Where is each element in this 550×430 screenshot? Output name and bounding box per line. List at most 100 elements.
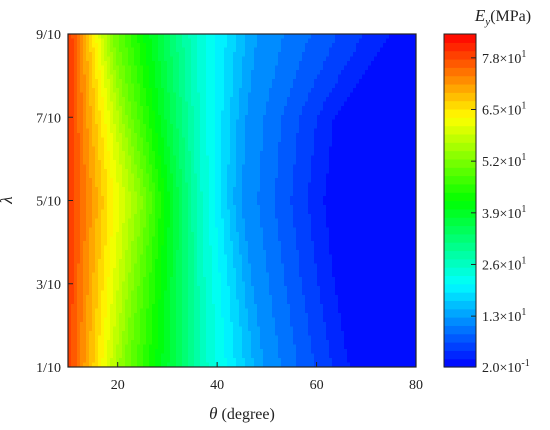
contour-cell bbox=[368, 70, 372, 76]
contour-cell bbox=[359, 214, 363, 220]
contour-cell bbox=[233, 146, 237, 152]
contour-cell bbox=[92, 70, 96, 76]
contour-cell bbox=[374, 70, 378, 76]
contour-cell bbox=[305, 83, 309, 89]
contour-cell bbox=[233, 43, 237, 49]
contour-cell bbox=[413, 196, 416, 202]
contour-cell bbox=[263, 187, 267, 193]
contour-cell bbox=[131, 74, 135, 80]
contour-cell bbox=[278, 200, 282, 206]
contour-cell bbox=[257, 209, 261, 215]
contour-cell bbox=[407, 101, 411, 107]
contour-cell bbox=[302, 92, 306, 98]
contour-cell bbox=[395, 128, 399, 134]
contour-cell bbox=[284, 38, 288, 44]
contour-cell bbox=[272, 101, 276, 107]
contour-cell bbox=[302, 124, 306, 130]
contour-cell bbox=[170, 115, 174, 121]
contour-cell bbox=[242, 191, 246, 197]
contour-cell bbox=[320, 70, 324, 76]
contour-cell bbox=[221, 38, 225, 44]
contour-cell bbox=[323, 34, 327, 40]
contour-cell bbox=[413, 169, 416, 175]
contour-cell bbox=[167, 178, 171, 184]
contour-cell bbox=[176, 218, 180, 224]
contour-cell bbox=[164, 151, 168, 157]
contour-cell bbox=[257, 187, 261, 193]
contour-cell bbox=[107, 83, 111, 89]
contour-cell bbox=[203, 191, 207, 197]
contour-cell bbox=[257, 164, 261, 170]
contour-cell bbox=[206, 178, 210, 184]
contour-cell bbox=[137, 173, 141, 179]
contour-cell bbox=[107, 106, 111, 112]
contour-cell bbox=[341, 209, 345, 215]
contour-cell bbox=[293, 74, 297, 80]
contour-cell bbox=[374, 160, 378, 166]
contour-cell bbox=[116, 200, 120, 206]
contour-cell bbox=[92, 187, 96, 193]
contour-cell bbox=[308, 223, 312, 229]
contour-cell bbox=[71, 92, 75, 98]
contour-cell bbox=[233, 182, 237, 188]
contour-cell bbox=[335, 182, 339, 188]
contour-cell bbox=[137, 191, 141, 197]
contour-cell bbox=[167, 101, 171, 107]
contour-cell bbox=[74, 182, 78, 188]
contour-cell bbox=[281, 106, 285, 112]
contour-cell bbox=[233, 38, 237, 44]
contour-cell bbox=[380, 146, 384, 152]
contour-cell bbox=[113, 133, 117, 139]
contour-cell bbox=[356, 205, 360, 211]
contour-cell bbox=[167, 61, 171, 67]
contour-cell bbox=[302, 214, 306, 220]
contour-cell bbox=[314, 110, 318, 116]
contour-cell bbox=[176, 151, 180, 157]
contour-cell bbox=[83, 110, 87, 116]
contour-cell bbox=[107, 128, 111, 134]
contour-cell bbox=[143, 38, 147, 44]
contour-cell bbox=[95, 56, 99, 62]
contour-cell bbox=[272, 61, 276, 67]
contour-cell bbox=[257, 169, 261, 175]
contour-cell bbox=[365, 151, 369, 157]
contour-cell bbox=[401, 70, 405, 76]
contour-cell bbox=[230, 106, 234, 112]
contour-cell bbox=[350, 133, 354, 139]
contour-cell bbox=[269, 173, 273, 179]
contour-cell bbox=[179, 214, 183, 220]
contour-cell bbox=[302, 88, 306, 94]
contour-cell bbox=[131, 218, 135, 224]
contour-cell bbox=[275, 196, 279, 202]
contour-cell bbox=[278, 56, 282, 62]
contour-cell bbox=[113, 115, 117, 121]
contour-cell bbox=[335, 218, 339, 224]
contour-cell bbox=[353, 61, 357, 67]
contour-cell bbox=[341, 124, 345, 130]
contour-cell bbox=[257, 43, 261, 49]
contour-cell bbox=[215, 74, 219, 80]
contour-cell bbox=[296, 88, 300, 94]
contour-cell bbox=[290, 115, 294, 121]
contour-cell bbox=[356, 34, 360, 40]
contour-cell bbox=[266, 151, 270, 157]
contour-cell bbox=[314, 56, 318, 62]
contour-cell bbox=[191, 223, 195, 229]
contour-cell bbox=[314, 137, 318, 143]
contour-cell bbox=[413, 151, 416, 157]
contour-cell bbox=[155, 164, 159, 170]
contour-cell bbox=[362, 187, 366, 193]
contour-cell bbox=[230, 115, 234, 121]
contour-cell bbox=[152, 43, 156, 49]
contour-cell bbox=[323, 178, 327, 184]
contour-cell bbox=[68, 214, 72, 220]
contour-cell bbox=[83, 43, 87, 49]
contour-cell bbox=[161, 214, 165, 220]
contour-cell bbox=[278, 223, 282, 229]
contour-cell bbox=[167, 173, 171, 179]
contour-cell bbox=[116, 97, 120, 103]
contour-cell bbox=[113, 83, 117, 89]
contour-cell bbox=[239, 34, 243, 40]
contour-cell bbox=[71, 70, 75, 76]
contour-cell bbox=[326, 164, 330, 170]
